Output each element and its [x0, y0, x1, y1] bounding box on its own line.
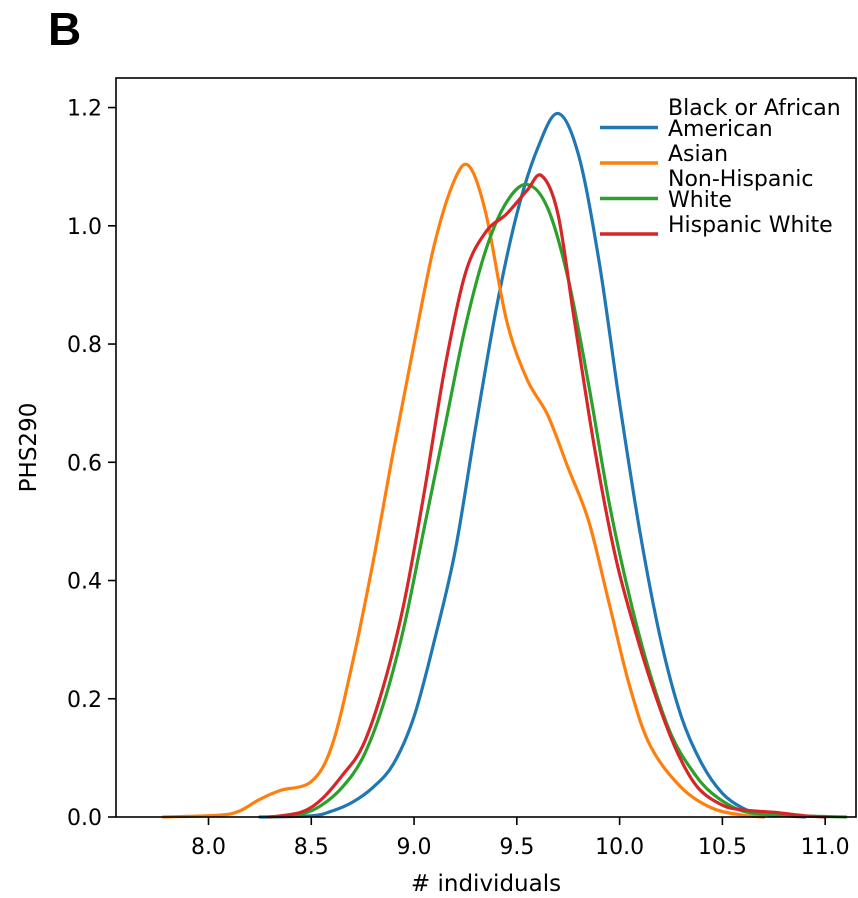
- x-tick-label: 9.0: [397, 835, 432, 860]
- x-axis-ticks: 8.0 8.5 9.0 9.5 10.0 10.5 11.0: [191, 817, 850, 860]
- y-tick-label: 0.0: [67, 806, 102, 831]
- legend-label-hispanic-white: Hispanic White: [668, 213, 833, 238]
- y-tick-label: 0.4: [67, 570, 102, 595]
- legend-label-black-african-american: American: [668, 117, 773, 142]
- x-tick-label: 10.5: [698, 835, 747, 860]
- y-tick-label: 1.2: [67, 97, 102, 122]
- x-tick-label: 8.5: [294, 835, 329, 860]
- series-line-hispanic-white: [268, 173, 827, 819]
- panel-letter: B: [48, 3, 82, 55]
- y-axis-ticks: 0.0 0.2 0.4 0.6 0.8 1.0 1.2: [67, 97, 116, 831]
- x-axis-label: # individuals: [411, 871, 561, 897]
- series-lines: [161, 111, 848, 819]
- y-axis-label: PHS290: [16, 403, 42, 493]
- legend-label-non-hispanic-white: White: [668, 188, 732, 213]
- legend-label-black-african-american: Black or African: [668, 96, 841, 121]
- y-tick-label: 1.0: [67, 215, 102, 240]
- series-line-black-african-american: [258, 111, 807, 819]
- x-tick-label: 8.0: [191, 835, 226, 860]
- plot-frame: [115, 77, 857, 818]
- y-tick-label: 0.8: [67, 333, 102, 358]
- x-tick-label: 11.0: [801, 835, 850, 860]
- x-tick-label: 9.5: [499, 835, 534, 860]
- y-tick-label: 0.6: [67, 451, 102, 476]
- y-tick-label: 0.2: [67, 688, 102, 713]
- legend-label-asian: Asian: [668, 142, 728, 167]
- series-line-non-hispanic-white: [268, 182, 848, 819]
- x-tick-label: 10.0: [595, 835, 644, 860]
- legend-label-non-hispanic-white: Non-Hispanic: [668, 167, 814, 192]
- legend: Black or AfricanAmericanAsianNon-Hispani…: [600, 96, 841, 238]
- series-line-asian: [161, 162, 766, 819]
